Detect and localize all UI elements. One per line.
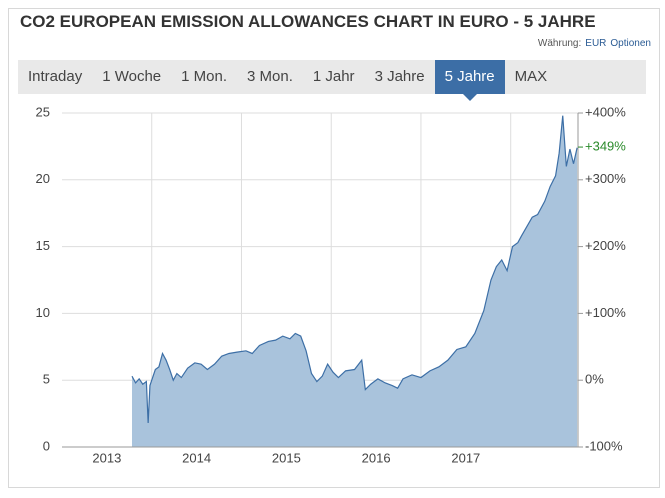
tab[interactable]: MAX (514, 68, 548, 85)
line (131, 115, 578, 423)
tab[interactable]: 5 Jahre (434, 60, 505, 101)
y-tick-label: 10 (36, 305, 50, 320)
x-tick-label: 2014 (182, 450, 211, 465)
y-tick-label: 15 (36, 238, 50, 253)
y-tick-label: 20 (36, 171, 50, 186)
y-tick-label: 5 (43, 372, 50, 387)
y2-tick-label: -100% (585, 438, 623, 453)
chart-title: CO2 EUROPEAN EMISSION ALLOWANCES CHART I… (20, 12, 596, 31)
area (131, 115, 578, 447)
tab[interactable]: 3 Mon. (247, 68, 293, 85)
x-tick-label: 2013 (92, 450, 121, 465)
x-tick-label: 2015 (272, 450, 301, 465)
y2-tick-label: +100% (585, 305, 626, 320)
tab[interactable]: 3 Jahre (374, 68, 425, 85)
x-tick-label: 2017 (451, 450, 480, 465)
currency[interactable]: EUR (585, 38, 607, 49)
tab[interactable]: Intraday (28, 68, 83, 85)
y2-tick-label: +200% (585, 238, 626, 253)
tab[interactable]: 1 Mon. (181, 68, 227, 85)
tab-bar: Intraday 1 Woche 1 Mon. 3 Mon. 1 Jahr 3 Jahre… (18, 60, 646, 101)
y2-tick-label: 0% (585, 372, 604, 387)
annotation: +349% (585, 139, 626, 154)
meta: Währung: EUR Optionen (534, 38, 651, 49)
y2-tick-label: +300% (585, 171, 626, 186)
currency-label: Währung: (537, 38, 582, 49)
tab[interactable]: 1 Jahr (312, 68, 355, 85)
tab[interactable]: 1 Woche (102, 68, 162, 85)
options[interactable]: Optionen (610, 38, 651, 49)
y2-tick-label: +400% (585, 104, 626, 119)
x-tick-label: 2016 (362, 450, 391, 465)
y-tick-label: 25 (36, 104, 50, 119)
widget-frame (8, 8, 660, 488)
y-tick-label: 0 (43, 438, 50, 453)
